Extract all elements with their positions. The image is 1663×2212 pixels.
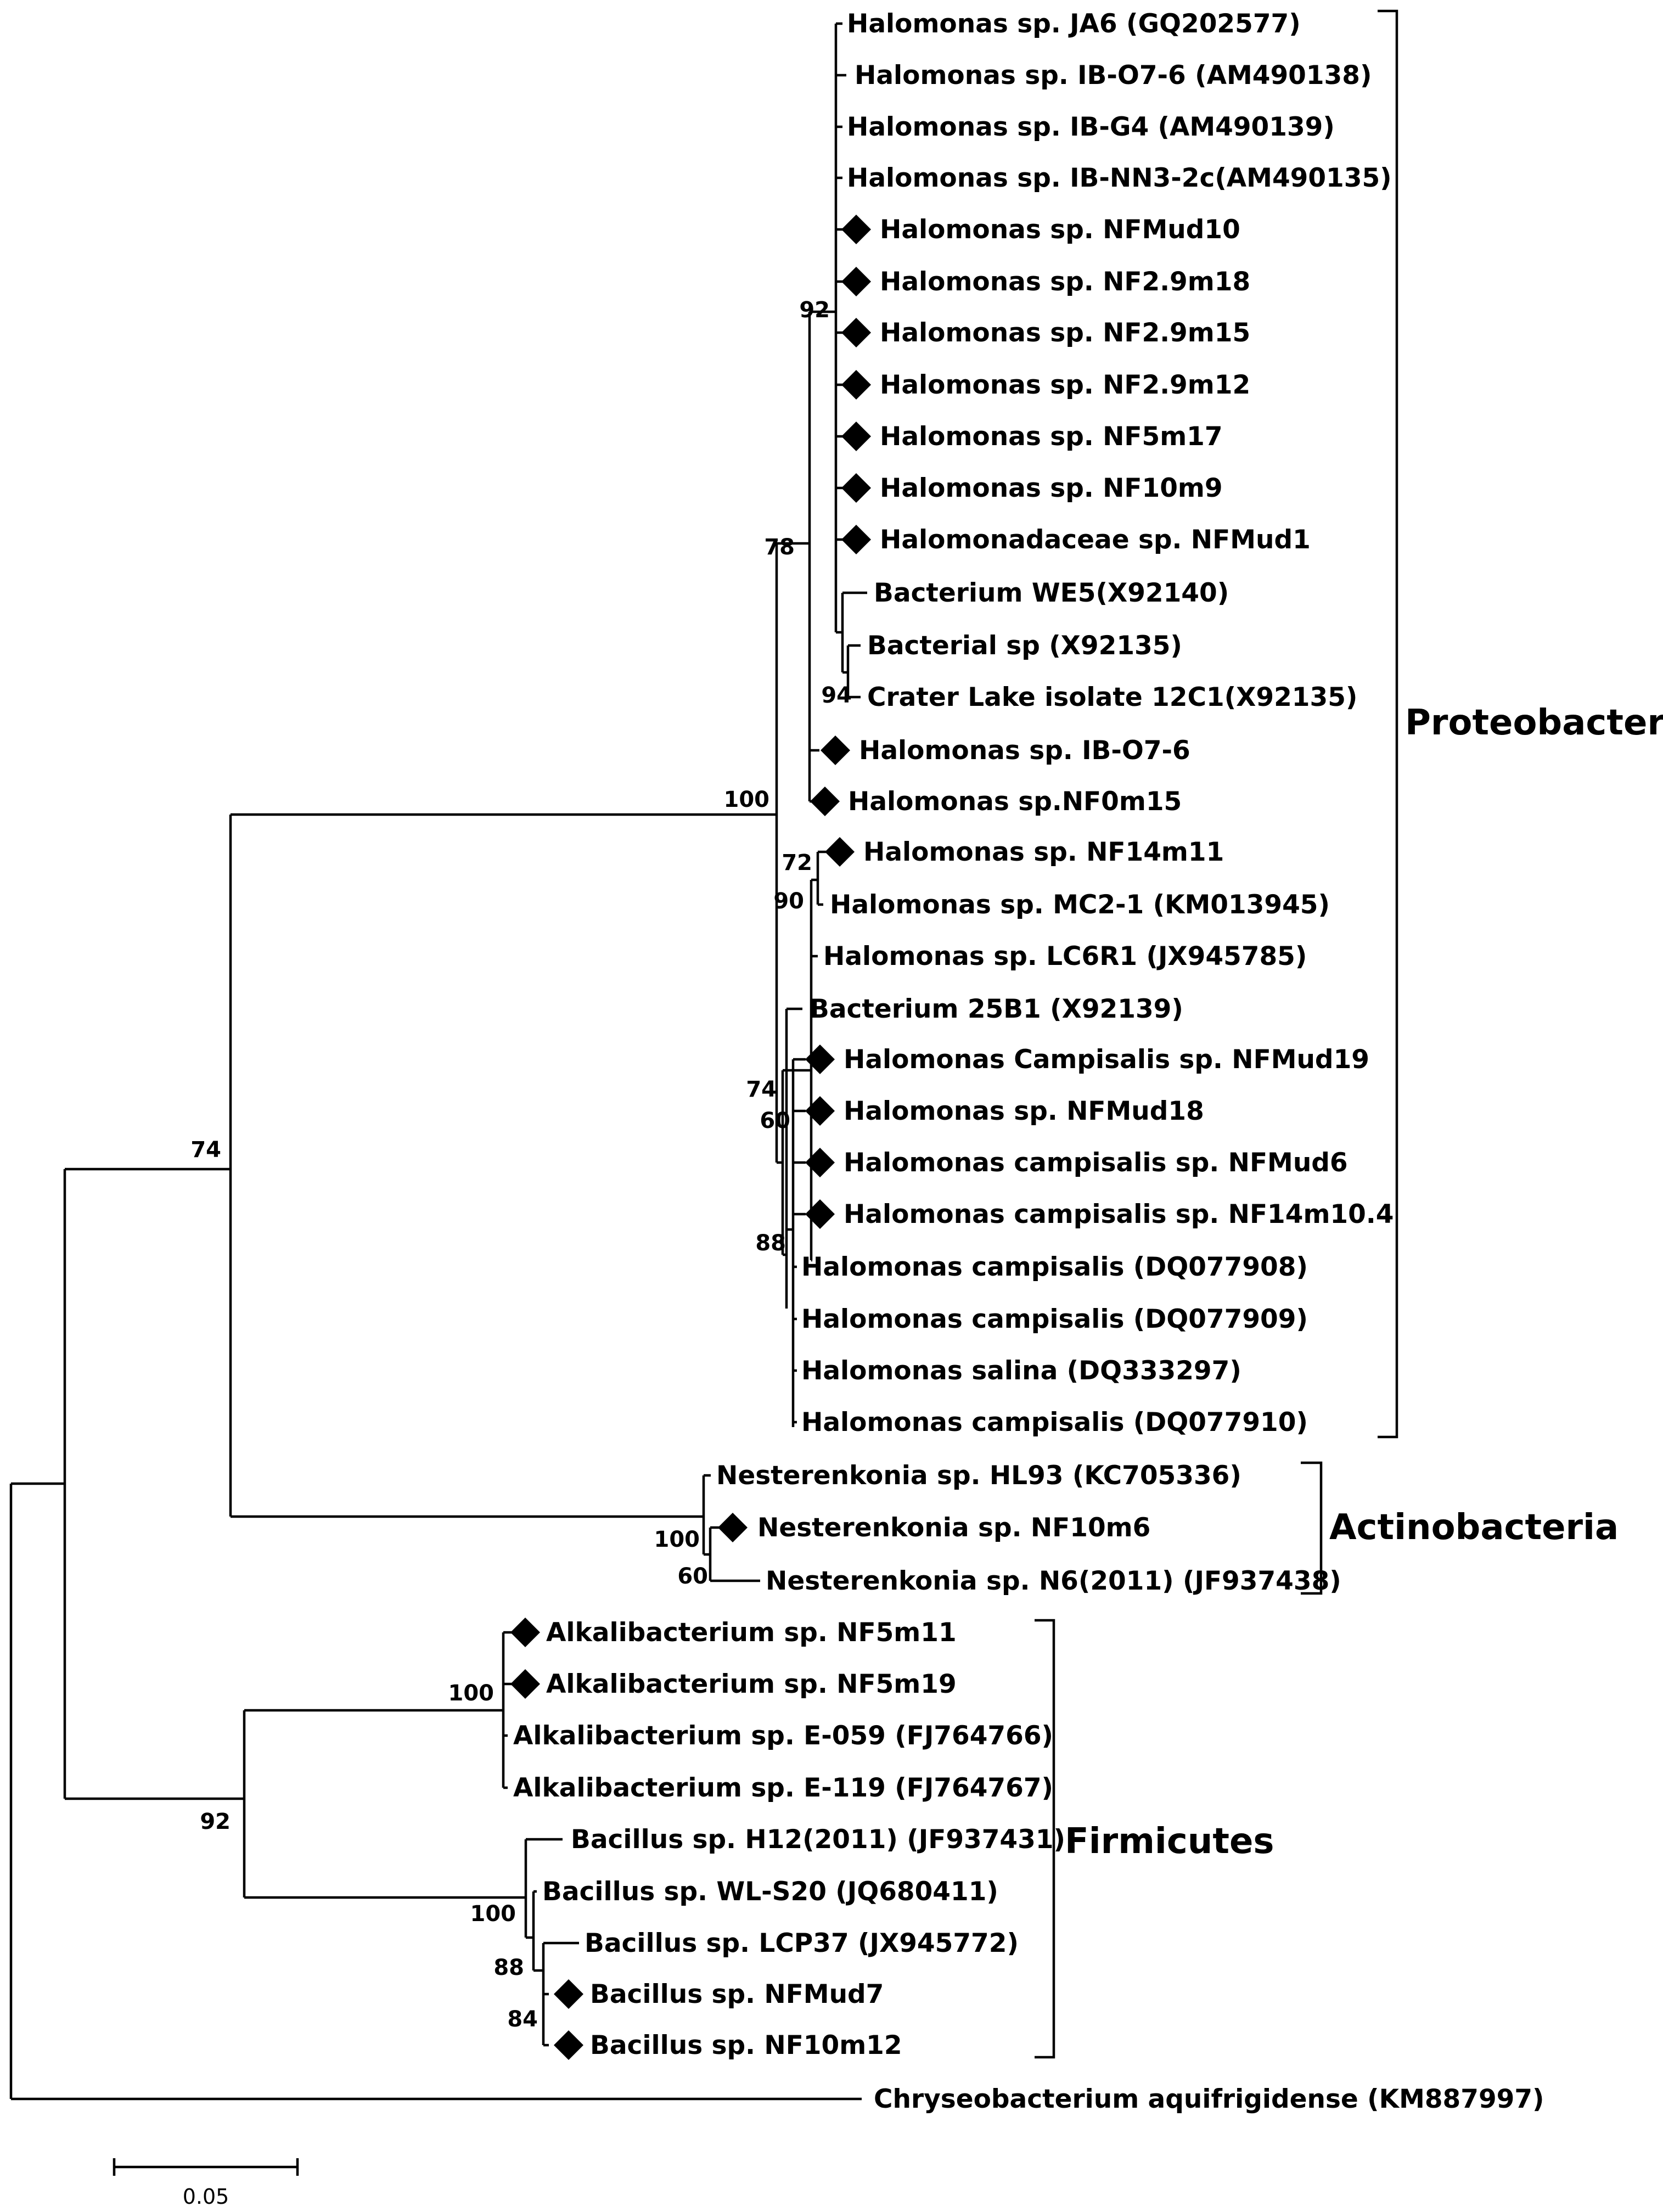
diamond-marker <box>841 422 871 451</box>
taxon-label: Halomonas sp. NFMud18 <box>844 1096 1204 1126</box>
taxon-label: Halomonas sp. MC2-1 (KM013945) <box>830 890 1330 920</box>
root-branch <box>9 1482 65 2099</box>
taxon-label: Halomonas sp. IB-O7-6 <box>859 736 1190 766</box>
diamond-marker <box>841 318 871 347</box>
taxon-label: Halomonas sp. NFMud10 <box>880 215 1240 245</box>
diamond-marker <box>825 837 855 867</box>
taxon-label: Halomonas sp. IB-G4 (AM490139) <box>847 112 1335 142</box>
diamond-marker <box>554 1979 583 2009</box>
taxon-label: Bacillus sp. NFMud7 <box>590 1979 884 2009</box>
bootstrap-value: 94 <box>821 683 852 708</box>
group-label-actinobacteria: Actinobacteria <box>1329 1507 1619 1548</box>
taxon-label: Halomonas sp. NF2.9m18 <box>880 267 1250 297</box>
bootstrap-value: 88 <box>493 1955 524 1980</box>
taxon-label: Halomonas sp. IB-NN3-2c(AM490135) <box>847 163 1392 193</box>
bracket-proteobacteria <box>1378 9 1398 1439</box>
taxon-label: Halomonas campisalis (DQ077908) <box>801 1252 1308 1282</box>
diamond-marker <box>821 736 850 765</box>
taxon-label: Halomonas campisalis (DQ077910) <box>801 1407 1308 1438</box>
taxon-label: Alkalibacterium sp. E-059 (FJ764766) <box>513 1721 1053 1751</box>
taxon-label: Bacillus sp. WL-S20 (JQ680411) <box>542 1877 998 1907</box>
taxon-label: Bacterium WE5(X92140) <box>874 578 1229 608</box>
taxon-label: Alkalibacterium sp. NF5m11 <box>546 1618 957 1648</box>
diamond-marker <box>554 2030 583 2060</box>
taxon-label: Halomonas campisalis sp. NFMud6 <box>844 1148 1348 1178</box>
clade-brackets: Proteobacteria Actinobacteria Firmicutes <box>1035 9 1663 2059</box>
bootstrap-values: 92 78 94 100 72 90 74 60 88 74 100 60 10… <box>190 297 852 2032</box>
diamond-marker <box>841 215 871 244</box>
diamond-marker <box>510 1669 540 1699</box>
scale-bar: 0.05 <box>113 2158 299 2209</box>
taxon-label: Halomonas campisalis sp. NF14m10.4 <box>844 1199 1394 1229</box>
scale-bar-label: 0.05 <box>183 2185 229 2209</box>
taxon-label: Halomonas sp. NF2.9m15 <box>880 318 1250 348</box>
diamond-marker <box>810 787 840 816</box>
taxon-label: Halomonas campisalis (DQ077909) <box>801 1304 1308 1334</box>
bootstrap-value: 60 <box>760 1108 790 1133</box>
taxon-label: Halomonas sp. NF2.9m12 <box>880 370 1250 400</box>
taxon-label: Halomonas sp. LC6R1 (JX945785) <box>823 941 1307 972</box>
taxon-label: Nesterenkonia sp. NF10m6 <box>757 1513 1150 1543</box>
bootstrap-value: 74 <box>190 1137 221 1163</box>
bootstrap-value: 92 <box>799 297 830 323</box>
bootstrap-value: 100 <box>724 787 770 812</box>
taxon-label: Chryseobacterium aquifrigidense (KM88799… <box>874 2084 1544 2114</box>
diamond-marker <box>805 1199 835 1229</box>
taxon-label: Bacillus sp. H12(2011) (JF937431) <box>571 1824 1065 1855</box>
taxon-label: Nesterenkonia sp. HL93 (KC705336) <box>716 1461 1241 1491</box>
taxon-label: Bacillus sp. NF10m12 <box>590 2030 902 2061</box>
taxon-label: Halomonas sp. NF14m11 <box>863 837 1224 867</box>
diamond-marker <box>805 1148 835 1177</box>
taxon-label: Halomonas sp. IB-O7-6 (AM490138) <box>855 60 1372 91</box>
taxon-label: Alkalibacterium sp. E-119 (FJ764767) <box>513 1773 1053 1803</box>
diamond-marker <box>841 525 871 554</box>
diamond-marker <box>841 473 871 503</box>
taxon-label: Alkalibacterium sp. NF5m19 <box>546 1669 957 1699</box>
group-label-firmicutes: Firmicutes <box>1065 1821 1274 1862</box>
diamond-marker <box>805 1045 835 1074</box>
taxon-label: Crater Lake isolate 12C1(X92135) <box>867 682 1357 712</box>
taxon-labels: Halomonas sp. JA6 (GQ202577) Halomonas s… <box>513 9 1544 2114</box>
taxon-label: Bacillus sp. LCP37 (JX945772) <box>585 1928 1019 1958</box>
bracket-firmicutes <box>1035 1619 1055 2059</box>
bootstrap-value: 90 <box>773 889 804 914</box>
bootstrap-value: 74 <box>746 1077 777 1102</box>
taxon-label: Halomonas Campisalis sp. NFMud19 <box>844 1045 1369 1075</box>
taxon-label: Bacterial sp (X92135) <box>867 631 1182 661</box>
isolate-markers <box>510 215 871 2060</box>
bootstrap-value: 100 <box>654 1527 700 1552</box>
bootstrap-value: 100 <box>448 1681 495 1706</box>
diamond-marker <box>805 1096 835 1126</box>
taxon-label: Bacterium 25B1 (X92139) <box>810 994 1183 1024</box>
taxon-label: Halomonadaceae sp. NFMud1 <box>880 525 1311 555</box>
bootstrap-value: 100 <box>470 1901 516 1927</box>
bootstrap-value: 88 <box>755 1231 786 1256</box>
taxon-label: Nesterenkonia sp. N6(2011) (JF937438) <box>766 1566 1341 1596</box>
bootstrap-value: 92 <box>200 1809 231 1834</box>
taxon-label: Halomonas sp. NF5m17 <box>880 422 1223 452</box>
diamond-marker <box>510 1618 540 1647</box>
bootstrap-value: 84 <box>507 2007 538 2032</box>
scale-bar-line <box>113 2158 299 2176</box>
taxon-label: Halomonas sp. NF10m9 <box>880 473 1223 503</box>
taxon-label: Halomonas salina (DQ333297) <box>801 1356 1241 1386</box>
bootstrap-value: 72 <box>782 850 812 875</box>
bracket-actinobacteria <box>1301 1461 1323 1595</box>
diamond-marker <box>841 370 871 400</box>
diamond-marker <box>718 1513 748 1542</box>
bootstrap-value: 78 <box>764 535 795 560</box>
diamond-marker <box>841 267 871 296</box>
taxon-label: Halomonas sp. JA6 (GQ202577) <box>847 9 1301 39</box>
group-label-proteobacteria: Proteobacteria <box>1405 703 1663 743</box>
bootstrap-value: 60 <box>677 1564 708 1589</box>
taxon-label: Halomonas sp.NF0m15 <box>848 787 1182 817</box>
